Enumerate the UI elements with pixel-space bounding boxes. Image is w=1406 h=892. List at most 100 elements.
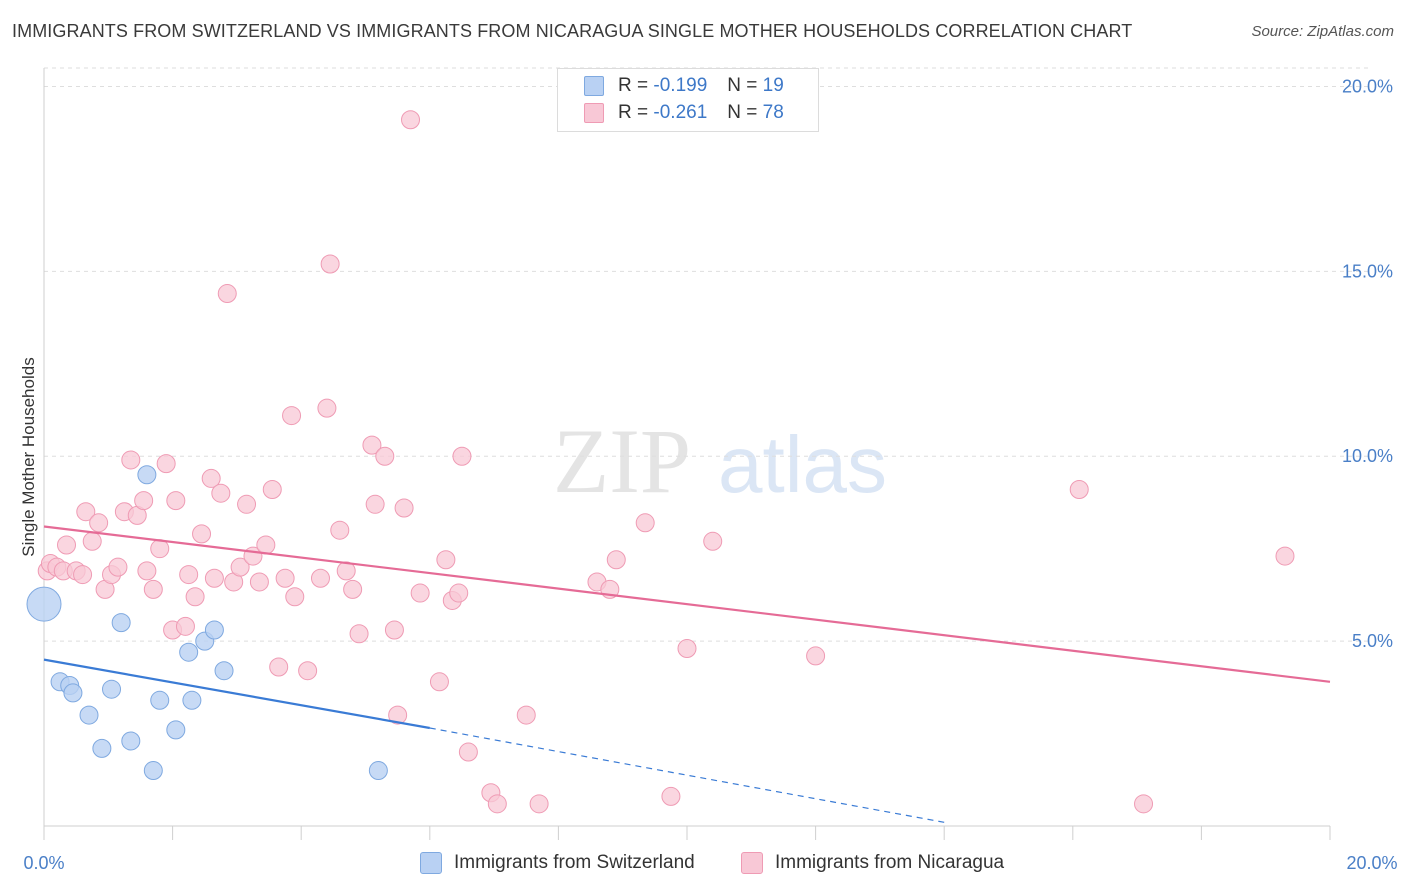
data-point-nicaragua [806,646,826,666]
data-point-nicaragua [143,579,163,599]
data-point-switzerland [111,613,131,633]
data-point-switzerland [92,738,112,758]
y-tick-label: 5.0% [1352,631,1393,651]
data-point-switzerland [166,720,186,740]
data-point-nicaragua [166,491,186,511]
legend-n-value: 78 [762,102,784,123]
source-label: Source: ZipAtlas.com [1251,23,1394,40]
watermark-zip: ZIP [553,410,691,512]
data-point-nicaragua [179,565,199,585]
data-point-nicaragua [76,502,96,522]
legend-row-nicaragua: R = -0.261 N = 78 [558,100,784,126]
data-point-nicaragua [362,435,382,455]
data-point-nicaragua [336,561,356,581]
data-point-switzerland [26,586,62,622]
data-point-nicaragua [429,672,449,692]
bottom-legend-nicaragua: Immigrants from Nicaragua [741,852,1004,874]
trend-line-switzerland-extension [429,727,945,823]
legend-r-value: -0.261 [653,102,708,123]
data-point-nicaragua [237,494,257,514]
data-point-nicaragua [365,494,385,514]
data-point-nicaragua [230,557,250,577]
x-ticks [43,826,1331,840]
data-point-nicaragua [82,531,102,551]
data-point-nicaragua [1134,794,1154,814]
data-point-nicaragua [317,398,337,418]
data-point-nicaragua [677,639,697,659]
data-point-switzerland [179,642,199,662]
correlation-legend: R = -0.199 N = 19 R = -0.261 N = 78 [557,68,819,132]
data-point-nicaragua [384,620,404,640]
data-point-switzerland [204,620,224,640]
data-point-nicaragua [217,284,237,304]
data-point-nicaragua [410,583,430,603]
data-point-nicaragua [487,794,507,814]
data-point-nicaragua [516,705,536,725]
data-point-nicaragua [606,550,626,570]
data-point-nicaragua [401,110,421,130]
bottom-legend-label: Immigrants from Nicaragua [775,852,1005,873]
trend-line-switzerland [43,658,430,730]
data-point-switzerland [79,705,99,725]
data-point-nicaragua [529,794,549,814]
gridlines [44,67,1370,642]
data-point-nicaragua [388,705,408,725]
data-point-switzerland [102,679,122,699]
data-point-nicaragua [108,557,128,577]
data-point-nicaragua [349,624,369,644]
legend-swatch-blue [584,76,604,96]
data-point-nicaragua [394,498,414,518]
data-point-nicaragua [458,742,478,762]
data-point-nicaragua [201,468,221,488]
data-point-nicaragua [1275,546,1295,566]
bottom-swatch-blue [420,852,442,874]
data-point-nicaragua [156,454,176,474]
data-point-nicaragua [375,446,395,466]
data-point-nicaragua [635,513,655,533]
bottom-legend-label: Immigrants from Switzerland [454,852,695,873]
data-point-nicaragua [285,587,305,607]
data-point-nicaragua [298,661,318,681]
trend-line-nicaragua [43,525,1331,683]
watermark: ZIP atlas [553,410,887,512]
y-tick-label: 15.0% [1342,261,1393,281]
y-axis-label: Single Mother Households [19,357,38,556]
bottom-legend-switzerland: Immigrants from Switzerland [420,852,695,874]
trend-lines [43,525,1331,823]
data-point-switzerland [121,731,141,751]
data-point-switzerland [143,761,163,781]
data-point-nicaragua [175,616,195,636]
data-point-nicaragua [436,550,456,570]
data-point-nicaragua [249,572,269,592]
data-point-nicaragua [343,579,363,599]
data-point-nicaragua [269,657,289,677]
data-point-switzerland [368,761,388,781]
data-point-nicaragua [282,406,302,426]
data-point-nicaragua [1069,480,1089,500]
legend-row-switzerland: R = -0.199 N = 19 [558,73,784,99]
x-tick-label-max: 20.0% [1346,853,1397,873]
data-point-nicaragua [89,513,109,533]
legend-n-value: 19 [762,75,784,96]
data-point-nicaragua [452,446,472,466]
data-point-nicaragua [330,520,350,540]
data-point-nicaragua [256,535,276,555]
data-point-nicaragua [134,491,154,511]
data-point-nicaragua [275,568,295,588]
legend-r-label: R = [618,102,649,123]
watermark-atlas: atlas [718,420,887,509]
series-nicaragua-points [37,110,1295,814]
data-point-nicaragua [185,587,205,607]
y-tick-labels: 5.0% 10.0% 15.0% 20.0% [1342,76,1393,651]
data-point-nicaragua [204,568,224,588]
data-point-nicaragua [150,539,170,559]
legend-n-label: N = [727,102,758,123]
data-point-nicaragua [703,531,723,551]
data-point-nicaragua [192,524,212,544]
data-point-nicaragua [57,535,77,555]
data-point-nicaragua [137,561,157,581]
data-point-switzerland [182,690,202,710]
legend-n-label: N = [727,75,758,96]
chart-title: IMMIGRANTS FROM SWITZERLAND VS IMMIGRANT… [12,21,1133,41]
data-point-switzerland [137,465,157,485]
